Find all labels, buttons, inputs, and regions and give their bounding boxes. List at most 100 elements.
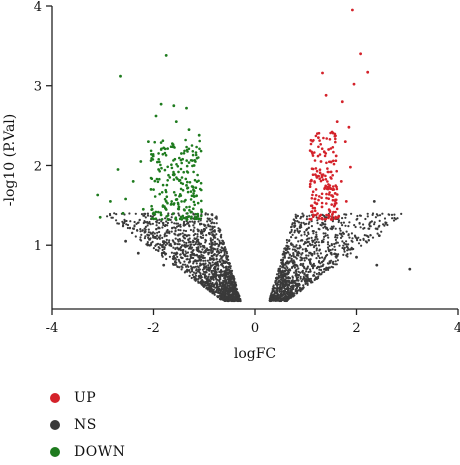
ns-point [216, 295, 219, 298]
up-point [321, 71, 324, 75]
ns-point [216, 260, 219, 263]
up-point [334, 184, 338, 187]
ns-point [208, 287, 211, 290]
ns-point [219, 278, 222, 281]
ns-point [291, 284, 294, 288]
ns-point [279, 283, 282, 286]
ns-point [211, 241, 214, 244]
ns-point [293, 271, 296, 274]
up-point [352, 82, 356, 86]
ns-point [211, 261, 214, 264]
ns-point [347, 243, 350, 246]
ns-point [178, 238, 181, 241]
ns-point [196, 228, 199, 231]
ns-point [209, 280, 212, 283]
ns-point [288, 261, 291, 264]
down-point [149, 176, 153, 180]
ns-point [344, 216, 347, 219]
down-point [161, 183, 165, 187]
down-point [191, 153, 195, 157]
ns-point [223, 292, 226, 295]
ns-point [205, 275, 208, 278]
up-point [328, 210, 332, 214]
y-axis-title: -log10 (P.Val) [2, 114, 18, 206]
up-point [317, 198, 320, 202]
down-point [183, 149, 186, 153]
ns-point [313, 271, 316, 274]
ns-point [225, 274, 228, 278]
ns-point [350, 246, 353, 249]
ns-point [370, 220, 373, 223]
ns-point [347, 225, 350, 228]
up-point [322, 136, 325, 140]
ns-point [302, 215, 305, 218]
up-point [325, 187, 329, 191]
ns-point [195, 259, 199, 262]
ns-point [276, 286, 279, 289]
ns-point [188, 220, 192, 223]
ns-point [311, 230, 314, 233]
down-point [198, 147, 201, 151]
legend-label-up: UP [74, 389, 97, 406]
ns-point [316, 219, 319, 222]
ns-point [278, 279, 281, 282]
ns-point [297, 274, 300, 277]
ns-point [160, 220, 163, 223]
up-point [313, 209, 317, 213]
down-point [188, 208, 191, 212]
down-point [196, 215, 200, 218]
ns-point [193, 254, 196, 257]
ns-point [214, 271, 217, 274]
ns-point [218, 241, 221, 244]
down-point [198, 217, 202, 221]
ns-point [161, 245, 164, 248]
ns-point [232, 299, 235, 302]
ns-point [170, 216, 173, 219]
up-point [314, 167, 318, 170]
ns-point [364, 217, 367, 221]
up-point [313, 206, 317, 210]
ns-point [282, 271, 285, 274]
ns-point [186, 268, 189, 271]
ns-point [183, 243, 186, 247]
ns-point [202, 234, 205, 237]
ns-point [290, 225, 293, 228]
up-point [327, 197, 331, 200]
down-point [186, 150, 189, 153]
ns-point [176, 222, 180, 225]
ns-point [176, 238, 179, 241]
down-point [163, 168, 167, 172]
up-point [318, 171, 322, 174]
ns-point [308, 259, 312, 262]
ns-point [281, 290, 284, 293]
ns-point [292, 292, 296, 295]
ns-point [211, 218, 214, 221]
ns-point [334, 260, 337, 263]
ns-point [197, 241, 200, 244]
ns-point [227, 292, 230, 295]
up-point [320, 147, 324, 150]
ns-point [176, 255, 179, 258]
down-point [161, 139, 165, 142]
ns-point [220, 249, 223, 252]
ns-point [234, 281, 237, 284]
down-point [158, 177, 161, 181]
ns-point [341, 224, 344, 227]
up-point [313, 201, 317, 204]
down-point [180, 200, 183, 203]
ns-point [189, 256, 192, 259]
up-point [340, 100, 344, 104]
ns-point [177, 212, 180, 215]
up-point [311, 154, 315, 157]
ns-point [330, 265, 333, 268]
up-point [331, 174, 335, 177]
ns-point [224, 299, 227, 302]
ns-point [356, 217, 359, 220]
y-tick-label: 3 [34, 80, 42, 95]
ns-point [188, 237, 191, 240]
ns-point [315, 272, 318, 275]
ns-point [299, 263, 302, 266]
ns-point [202, 273, 205, 276]
down-point [166, 147, 169, 150]
down-point [166, 214, 170, 217]
